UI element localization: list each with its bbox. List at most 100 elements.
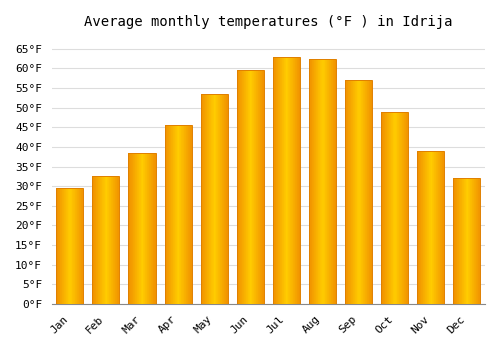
- Bar: [273, 57, 300, 304]
- Bar: [74, 188, 75, 304]
- Bar: [118, 176, 120, 304]
- Bar: [274, 57, 275, 304]
- Bar: [276, 57, 277, 304]
- Bar: [381, 112, 382, 304]
- Bar: [298, 57, 300, 304]
- Bar: [438, 151, 439, 304]
- Bar: [135, 153, 136, 304]
- Bar: [66, 188, 67, 304]
- Bar: [321, 59, 322, 304]
- Bar: [238, 70, 239, 304]
- Bar: [212, 94, 213, 304]
- Bar: [356, 80, 358, 304]
- Bar: [249, 70, 250, 304]
- Bar: [112, 176, 114, 304]
- Bar: [273, 57, 274, 304]
- Bar: [237, 70, 264, 304]
- Bar: [77, 188, 78, 304]
- Bar: [469, 178, 470, 304]
- Bar: [150, 153, 151, 304]
- Bar: [144, 153, 146, 304]
- Bar: [140, 153, 141, 304]
- Bar: [56, 188, 57, 304]
- Bar: [256, 70, 257, 304]
- Bar: [402, 112, 403, 304]
- Bar: [138, 153, 140, 304]
- Bar: [466, 178, 467, 304]
- Bar: [328, 59, 330, 304]
- Bar: [360, 80, 362, 304]
- Bar: [478, 178, 479, 304]
- Bar: [200, 94, 202, 304]
- Bar: [164, 125, 165, 304]
- Bar: [323, 59, 324, 304]
- Bar: [458, 178, 459, 304]
- Bar: [345, 80, 346, 304]
- Bar: [475, 178, 476, 304]
- Bar: [428, 151, 429, 304]
- Bar: [260, 70, 261, 304]
- Bar: [318, 59, 319, 304]
- Bar: [368, 80, 369, 304]
- Bar: [60, 188, 61, 304]
- Bar: [473, 178, 474, 304]
- Bar: [56, 188, 84, 304]
- Bar: [170, 125, 172, 304]
- Bar: [98, 176, 99, 304]
- Bar: [462, 178, 463, 304]
- Bar: [142, 153, 144, 304]
- Bar: [222, 94, 223, 304]
- Bar: [70, 188, 71, 304]
- Bar: [294, 57, 295, 304]
- Bar: [288, 57, 289, 304]
- Bar: [460, 178, 461, 304]
- Bar: [128, 153, 156, 304]
- Bar: [309, 59, 336, 304]
- Bar: [456, 178, 457, 304]
- Bar: [75, 188, 76, 304]
- Bar: [324, 59, 325, 304]
- Bar: [58, 188, 59, 304]
- Bar: [279, 57, 280, 304]
- Bar: [350, 80, 351, 304]
- Bar: [211, 94, 212, 304]
- Bar: [103, 176, 104, 304]
- Bar: [137, 153, 138, 304]
- Bar: [248, 70, 249, 304]
- Bar: [102, 176, 103, 304]
- Bar: [206, 94, 207, 304]
- Bar: [465, 178, 466, 304]
- Bar: [326, 59, 328, 304]
- Bar: [471, 178, 472, 304]
- Bar: [243, 70, 244, 304]
- Bar: [291, 57, 292, 304]
- Bar: [263, 70, 264, 304]
- Bar: [296, 57, 297, 304]
- Bar: [436, 151, 437, 304]
- Bar: [168, 125, 170, 304]
- Bar: [149, 153, 150, 304]
- Bar: [472, 178, 473, 304]
- Bar: [295, 57, 296, 304]
- Bar: [334, 59, 336, 304]
- Bar: [148, 153, 149, 304]
- Bar: [426, 151, 427, 304]
- Bar: [332, 59, 334, 304]
- Bar: [314, 59, 315, 304]
- Bar: [404, 112, 405, 304]
- Bar: [227, 94, 228, 304]
- Bar: [252, 70, 253, 304]
- Bar: [282, 57, 283, 304]
- Bar: [63, 188, 64, 304]
- Bar: [188, 125, 189, 304]
- Bar: [354, 80, 355, 304]
- Bar: [479, 178, 480, 304]
- Bar: [362, 80, 364, 304]
- Bar: [64, 188, 65, 304]
- Bar: [430, 151, 431, 304]
- Bar: [382, 112, 383, 304]
- Bar: [213, 94, 214, 304]
- Bar: [429, 151, 430, 304]
- Bar: [186, 125, 187, 304]
- Bar: [223, 94, 224, 304]
